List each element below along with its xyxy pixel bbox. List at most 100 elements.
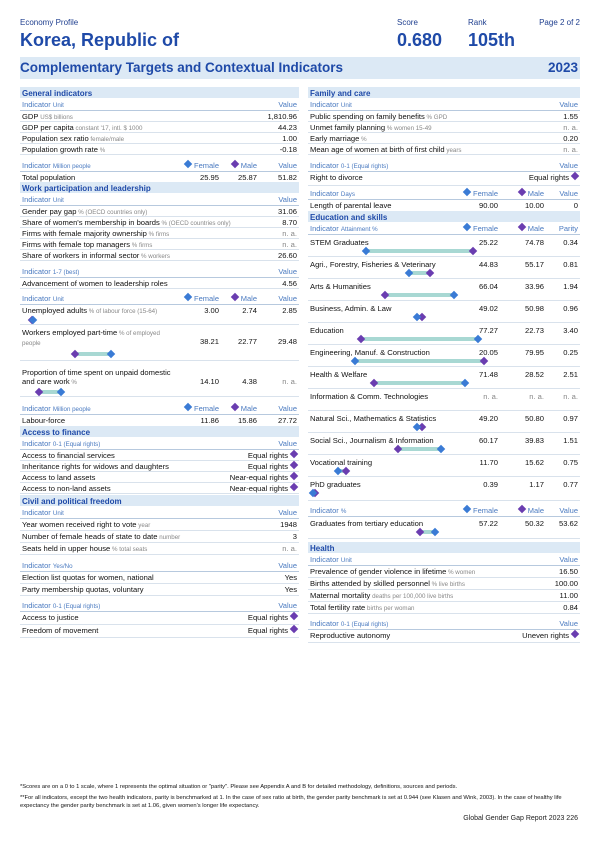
footnotes: *Scores are on a 0 to 1 scale, where 1 r… — [20, 783, 580, 810]
gap-bar — [365, 249, 474, 253]
male-marker — [469, 246, 478, 256]
row-label: Share of women's membership in boards % … — [22, 218, 231, 227]
row-value: 51.82 — [278, 173, 297, 182]
row-unit: % firms — [146, 231, 170, 238]
row-value: 27.72 — [278, 416, 297, 425]
female-diamond-icon — [183, 159, 193, 169]
row-label: Election list quotas for women, national — [22, 573, 154, 582]
row-unit: years — [444, 147, 462, 154]
female-header: Female — [183, 159, 219, 170]
country-title: Korea, Republic of — [20, 30, 180, 50]
row-value-text: 4.56 — [282, 279, 297, 288]
male-value-text: 25.87 — [237, 173, 257, 182]
value-header: Value — [559, 161, 578, 170]
value-header: Value — [278, 100, 297, 109]
row-unit: % (OECD countries only) — [159, 220, 231, 227]
row-value-text: -0.18 — [279, 145, 297, 154]
data-row: Public spending on family benefits % GPD… — [308, 110, 580, 122]
footnote-1: *Scores are on a 0 to 1 scale, where 1 r… — [20, 784, 458, 790]
education-row: Education 77.27 22.73 3.40 — [308, 322, 580, 345]
row-label-text: Population growth rate — [22, 145, 98, 154]
row-label: Education — [310, 326, 344, 335]
row-label-text: Unmet family planning — [310, 123, 386, 132]
section-banner: Complementary Targets and Contextual Ind… — [20, 57, 580, 79]
row-label: Agri., Forestry, Fisheries & Veterinary — [310, 260, 436, 269]
indicator-header: Indicator 0-1 (Equal rights) — [310, 619, 388, 628]
row-value-text: n. a. — [563, 123, 578, 132]
indicator-header: Indicator Unit — [22, 294, 64, 303]
indicator-word: Indicator — [22, 267, 53, 276]
male-value: 28.52 — [524, 370, 544, 379]
row-value-text: 1.00 — [282, 134, 297, 143]
education-row: Graduates from tertiary education 57.22 50… — [308, 516, 580, 539]
row-value: 1948 — [280, 520, 297, 529]
row-value: Uneven rights — [522, 629, 580, 640]
value-header-text: Value — [559, 189, 578, 198]
female-value: 49.20 — [478, 414, 498, 423]
row-value-text: Equal rights — [247, 626, 288, 635]
gap-bar — [74, 352, 110, 356]
unit-header: 0-1 (Equal rights) — [52, 603, 101, 610]
male-value: 10.00 — [525, 201, 544, 210]
row-value: Equal rights — [529, 171, 580, 182]
row-value: 2.85 — [282, 306, 297, 315]
section-title: Health — [310, 543, 335, 553]
row-unit: births per woman — [365, 605, 415, 612]
male-header-text: Male — [527, 224, 544, 233]
indicator-header: Indicator Million people — [22, 404, 91, 413]
rights-diamond-icon — [570, 171, 580, 181]
male-marker — [342, 466, 351, 476]
row-label-text: Reproductive autonomy — [310, 631, 391, 640]
row-label: Firms with female top managers % firms — [22, 240, 152, 249]
male-value: 4.38 — [242, 377, 257, 386]
row-label: Births attended by skilled personnel % l… — [310, 579, 465, 588]
male-value: 55.17 — [524, 260, 544, 269]
row-value: Equal rights — [247, 624, 299, 635]
row-label: GDP per capita constant '17, intl. $ 100… — [22, 123, 142, 132]
male-header: Male — [230, 292, 257, 303]
column-header: Indicator Million people Female Male Value — [20, 402, 299, 415]
female-header-text: Female — [193, 404, 219, 413]
gap-bar — [355, 359, 484, 363]
row-unit: % (OECD countries only) — [76, 209, 148, 216]
male-value: 50.80 — [524, 414, 544, 423]
value-header-text: Value — [278, 561, 297, 570]
row-label-text: Share of workers in informal sector — [22, 251, 140, 260]
male-value: 15.86 — [238, 416, 257, 425]
parity-value: 0.75 — [563, 458, 578, 467]
row-value-text: 31.06 — [277, 207, 297, 216]
value-header: Value — [278, 294, 297, 303]
value-header: Value — [559, 619, 578, 628]
data-row: Firms with female majority ownership % f… — [20, 227, 299, 239]
row-unit: female/male — [88, 136, 125, 143]
male-header: Male — [517, 504, 544, 515]
row-label: Arts & Humanities — [310, 282, 371, 291]
rights-diamond-icon — [289, 624, 299, 634]
column-header: Indicator % Female Male Value — [308, 504, 580, 517]
female-value-text: 90.00 — [478, 201, 498, 210]
row-label: Inheritance rights for widows and daught… — [22, 462, 169, 471]
indicator-word: Indicator — [22, 195, 53, 204]
gap-bar — [374, 381, 465, 385]
row-label-text: Early marriage — [310, 134, 360, 143]
row-value-text: 27.72 — [277, 416, 297, 425]
row-unit: US$ billions — [38, 114, 73, 121]
row-label-text: Election list quotas for women, national — [22, 573, 154, 582]
education-row: STEM Graduates 25.22 74.78 0.34 — [308, 234, 580, 257]
education-row: Information & Comm. Technologies n. a. n. … — [308, 388, 580, 411]
female-marker — [449, 290, 459, 300]
row-value: 53.62 — [558, 519, 578, 528]
row-label: Business, Admin. & Law — [310, 304, 392, 313]
row-value-text: Equal rights — [247, 613, 288, 622]
rights-diamond-icon — [289, 482, 299, 492]
unit-header: Unit — [340, 102, 352, 109]
male-diamond-icon — [230, 159, 239, 169]
value-header: Value — [278, 404, 297, 413]
male-value: 33.96 — [524, 282, 544, 291]
row-unit: constant '17, intl. $ 1000 — [73, 125, 143, 132]
row-value-text: n. a. — [282, 240, 297, 249]
indicator-word: Indicator — [22, 404, 53, 413]
indicator-header: Indicator % — [310, 506, 346, 515]
data-row: Gender pay gap % (OECD countries only) 31… — [20, 205, 299, 217]
row-value: Near-equal rights — [230, 482, 299, 493]
